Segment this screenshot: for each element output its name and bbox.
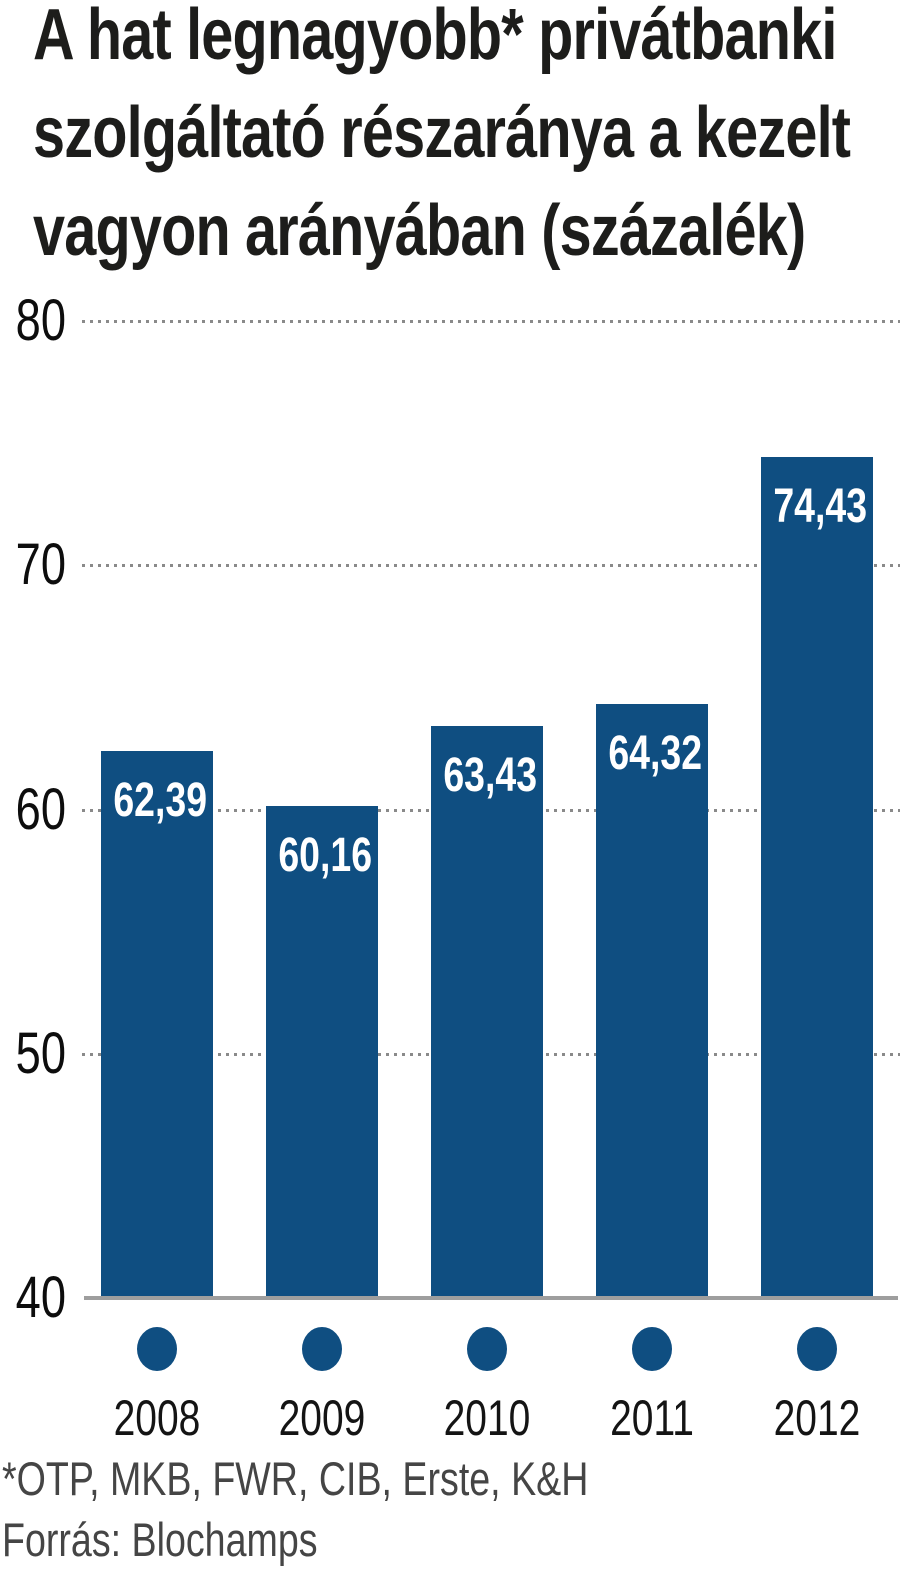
footnote-asterisk: *OTP, MKB, FWR, CIB, Erste, K&H	[2, 1452, 589, 1505]
bar-2010	[431, 725, 543, 1298]
x-axis-label-2009: 2009	[278, 1390, 366, 1446]
category-dot-icon	[632, 1327, 672, 1371]
category-dot-icon	[797, 1327, 837, 1371]
y-axis-tick-label: 70	[15, 532, 67, 598]
bar-2012	[761, 457, 873, 1298]
category-dot-icon	[302, 1327, 342, 1371]
bar-value-label: 63,43	[443, 748, 538, 802]
bar-value-label: 74,43	[773, 480, 868, 534]
x-axis-label-2012: 2012	[773, 1390, 861, 1446]
x-axis-label-2008: 2008	[113, 1390, 201, 1446]
chart-title-line-1: A hat legnagyobb* privátbanki	[33, 0, 837, 75]
category-dot-icon	[467, 1327, 507, 1371]
bar-2011	[596, 704, 708, 1298]
y-gridline	[82, 564, 900, 568]
y-axis-tick-label: 60	[15, 776, 67, 842]
y-gridline	[82, 320, 900, 324]
chart-title: A hat legnagyobb* privátbanki szolgáltat…	[33, 0, 900, 280]
bar-value-label: 62,39	[113, 774, 208, 828]
y-axis-tick-label: 50	[15, 1020, 67, 1086]
footnote-block: *OTP, MKB, FWR, CIB, Erste, K&H Forrás: …	[2, 1448, 735, 1570]
x-axis-label-2010: 2010	[443, 1390, 531, 1446]
bar-value-label: 64,32	[608, 727, 703, 781]
x-axis-label-2011: 2011	[610, 1390, 694, 1446]
y-axis-tick-label: 40	[15, 1265, 67, 1330]
y-axis-tick-label: 80	[15, 288, 67, 354]
bar-value-label: 60,16	[278, 828, 373, 882]
chart-title-line-3: vagyon arányában (százalék)	[33, 191, 806, 271]
category-dot-icon	[137, 1327, 177, 1371]
bar-2009	[266, 805, 378, 1298]
x-axis-baseline	[84, 1296, 898, 1300]
footnote-source: Forrás: Blochamps	[2, 1513, 318, 1566]
chart-title-line-2: szolgáltató részaránya a kezelt	[33, 93, 851, 173]
bar-2008	[101, 751, 213, 1298]
